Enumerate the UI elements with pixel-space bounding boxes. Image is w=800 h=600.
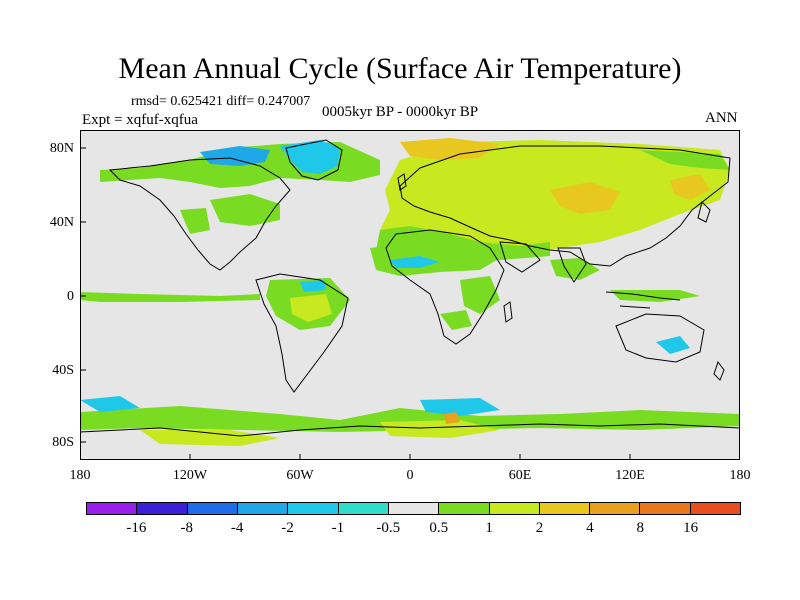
colorbar-label: -1 [331, 520, 345, 536]
colorbar-cell [288, 503, 339, 514]
colorbar-label: 0.5 [429, 520, 449, 536]
coast-new-zealand [713, 360, 725, 381]
colorbar-cell [187, 503, 238, 514]
anomaly-us-west [180, 208, 210, 234]
anomaly-east-asia-orange [670, 174, 710, 200]
colorbar-label: 1 [485, 520, 493, 536]
season-label: ANN [705, 110, 738, 126]
colorbar-label: 2 [535, 520, 544, 536]
colorbar-label: 8 [636, 520, 644, 536]
anomaly-sahara-cooling [390, 256, 440, 268]
stats-label: rmsd= 0.625421 diff= 0.247007 [131, 94, 311, 109]
coast-antarctica [80, 423, 740, 437]
colorbar [86, 502, 741, 515]
x-tick-60e: 60E [508, 468, 532, 483]
colorbar-cell [237, 503, 289, 514]
coast-eurasia [399, 145, 731, 267]
map-ticks [80, 147, 631, 460]
colorbar-cell [690, 503, 741, 514]
y-tick-40n: 40N [49, 215, 74, 230]
anomaly-greenland-cooling [280, 140, 340, 174]
x-tick-180w: 180 [69, 468, 91, 483]
coast-japan [697, 201, 711, 223]
coast-australia [615, 313, 705, 363]
colorbar-cell [539, 503, 591, 514]
coast-british-isles [397, 173, 407, 191]
y-tick-40s: 40S [52, 363, 74, 378]
anomaly-antarctic-yellow [140, 430, 280, 446]
colorbar-label: -2 [281, 520, 294, 536]
coast-greenland [285, 139, 343, 181]
colorbar-cell [590, 503, 641, 514]
anomaly-antarctic-east [380, 420, 500, 438]
colorbar-label: 4 [586, 520, 594, 536]
coastlines [80, 139, 740, 437]
colorbar-cell [489, 503, 540, 514]
colorbar-cell [640, 503, 691, 514]
anomaly-antarctic-cooling-2 [80, 396, 140, 412]
anomaly-central-asia-orange [550, 182, 620, 214]
map-title: Mean Annual Cycle (Surface Air Temperatu… [118, 52, 682, 85]
anomaly-east-africa [460, 276, 500, 314]
coast-madagascar [503, 301, 513, 323]
anomaly-antarctic-cooling-1 [420, 398, 500, 416]
colorbar-label: 16 [683, 520, 699, 536]
coast-north-america [108, 157, 291, 271]
anomaly-siberia-orange [400, 138, 500, 160]
x-tick-60w: 60W [286, 468, 314, 483]
coast-indonesia [605, 291, 681, 309]
anomaly-canadian-archipelago-cooling [200, 146, 270, 166]
anomaly-australia-cooling [656, 336, 690, 354]
anomaly-fields [80, 138, 740, 446]
anomaly-siberia-green [640, 150, 730, 170]
anomaly-southern-africa [440, 310, 472, 330]
anomaly-antarctic-orange [444, 412, 460, 424]
colorbar-cell [137, 503, 188, 514]
x-tick-180e: 180 [729, 468, 751, 483]
colorbar-cell [388, 503, 440, 514]
y-tick-80s: 80S [52, 435, 74, 450]
colorbar-cell [439, 503, 490, 514]
coast-india [557, 247, 587, 283]
anomaly-indian-ocean [550, 258, 600, 280]
coast-south-america [255, 273, 349, 393]
colorbar-cell [338, 503, 389, 514]
x-tick-120w: 120W [172, 468, 208, 483]
temperature-anomaly-map [80, 130, 740, 460]
anomaly-amazon-yellow [290, 294, 332, 322]
anomaly-equatorial-atlantic [80, 292, 260, 302]
coast-africa [385, 229, 505, 345]
x-tick-0: 0 [406, 468, 414, 483]
colorbar-label: -4 [230, 520, 244, 536]
experiment-label: Expt = xqfuf-xqfua [82, 112, 198, 128]
colorbar-label: -8 [180, 520, 194, 536]
y-tick-0: 0 [67, 289, 74, 304]
colorbar-label: -16 [126, 520, 147, 536]
colorbar-cell [87, 503, 138, 514]
coast-arabia [499, 241, 541, 273]
period-label: 0005kyr BP - 0000kyr BP [322, 104, 479, 120]
anomaly-north-america-interior [210, 194, 280, 226]
x-tick-120e: 120E [615, 468, 645, 483]
colorbar-label: -0.5 [376, 520, 401, 536]
y-tick-80n: 80N [49, 141, 74, 156]
anomaly-eurasia [380, 140, 730, 262]
anomaly-maritime-continent [610, 290, 700, 302]
anomaly-amazon-cooling [300, 280, 326, 292]
